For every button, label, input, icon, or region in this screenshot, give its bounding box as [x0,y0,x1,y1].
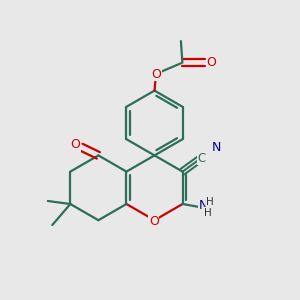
Text: O: O [149,214,159,228]
Text: H: H [204,208,212,218]
Text: H: H [206,196,214,207]
Text: N: N [212,141,221,154]
Text: N: N [199,199,208,212]
Text: C: C [197,152,206,165]
Text: O: O [207,56,216,69]
Text: O: O [70,138,80,151]
Text: O: O [151,68,161,81]
